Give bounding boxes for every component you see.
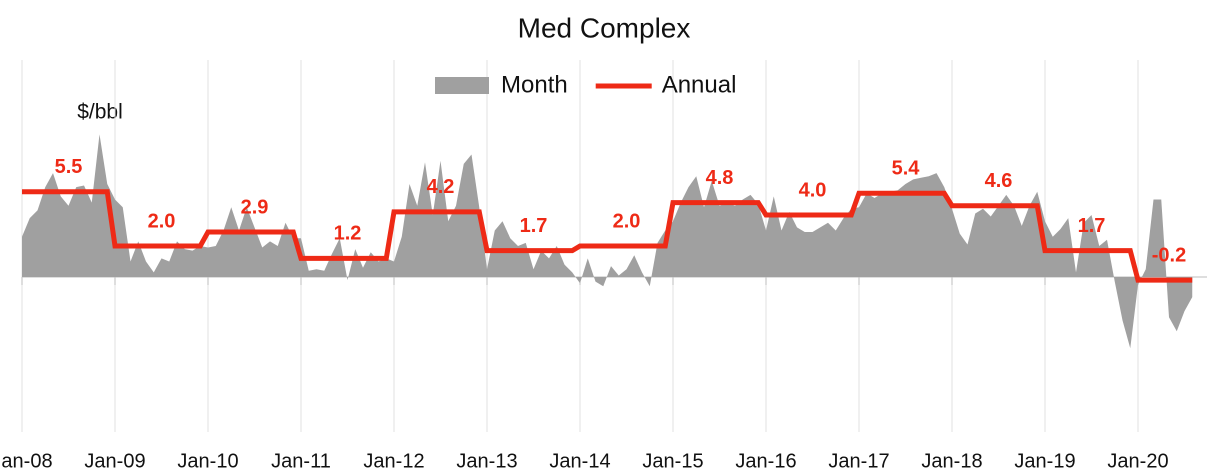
y-axis-label: $/bbl xyxy=(77,101,123,124)
data-label: 4.0 xyxy=(799,179,827,201)
x-tick-label: Jan-11 xyxy=(271,450,331,472)
x-tick-label: Jan-18 xyxy=(921,450,982,472)
legend-label: Month xyxy=(501,71,568,98)
legend-label: Annual xyxy=(662,71,737,98)
x-tick-label: Jan-14 xyxy=(549,450,610,472)
data-label: -0.2 xyxy=(1152,244,1186,266)
month-area xyxy=(22,134,1193,349)
x-tick-label: Jan-16 xyxy=(735,450,796,472)
data-label: 1.7 xyxy=(520,215,548,237)
x-tick-label: Jan-10 xyxy=(177,450,238,472)
x-tick-label: Jan-09 xyxy=(84,450,145,472)
data-label: 4.8 xyxy=(706,167,734,189)
data-label: 1.2 xyxy=(334,223,362,245)
data-label: 5.5 xyxy=(55,156,83,178)
data-label: 2.9 xyxy=(241,196,269,218)
data-label: 4.6 xyxy=(985,170,1013,192)
annual-line xyxy=(22,189,1193,283)
data-label: 2.0 xyxy=(148,210,176,232)
x-tick-label: Jan-19 xyxy=(1014,450,1075,472)
x-tick-label: Jan-12 xyxy=(363,450,424,472)
x-tick-label: Jan-15 xyxy=(642,450,703,472)
data-label: 4.2 xyxy=(427,176,455,198)
data-label: 2.0 xyxy=(613,210,641,232)
x-tick-label: Jan-13 xyxy=(456,450,517,472)
x-tick-label: Jan-17 xyxy=(828,450,889,472)
legend-swatch xyxy=(435,77,489,94)
x-tick-label: Jan-08 xyxy=(0,450,53,472)
data-label: 1.7 xyxy=(1078,215,1106,237)
x-tick-label: Jan-20 xyxy=(1107,450,1168,472)
chart-title: Med Complex xyxy=(518,12,691,43)
data-label: 5.4 xyxy=(892,158,921,180)
